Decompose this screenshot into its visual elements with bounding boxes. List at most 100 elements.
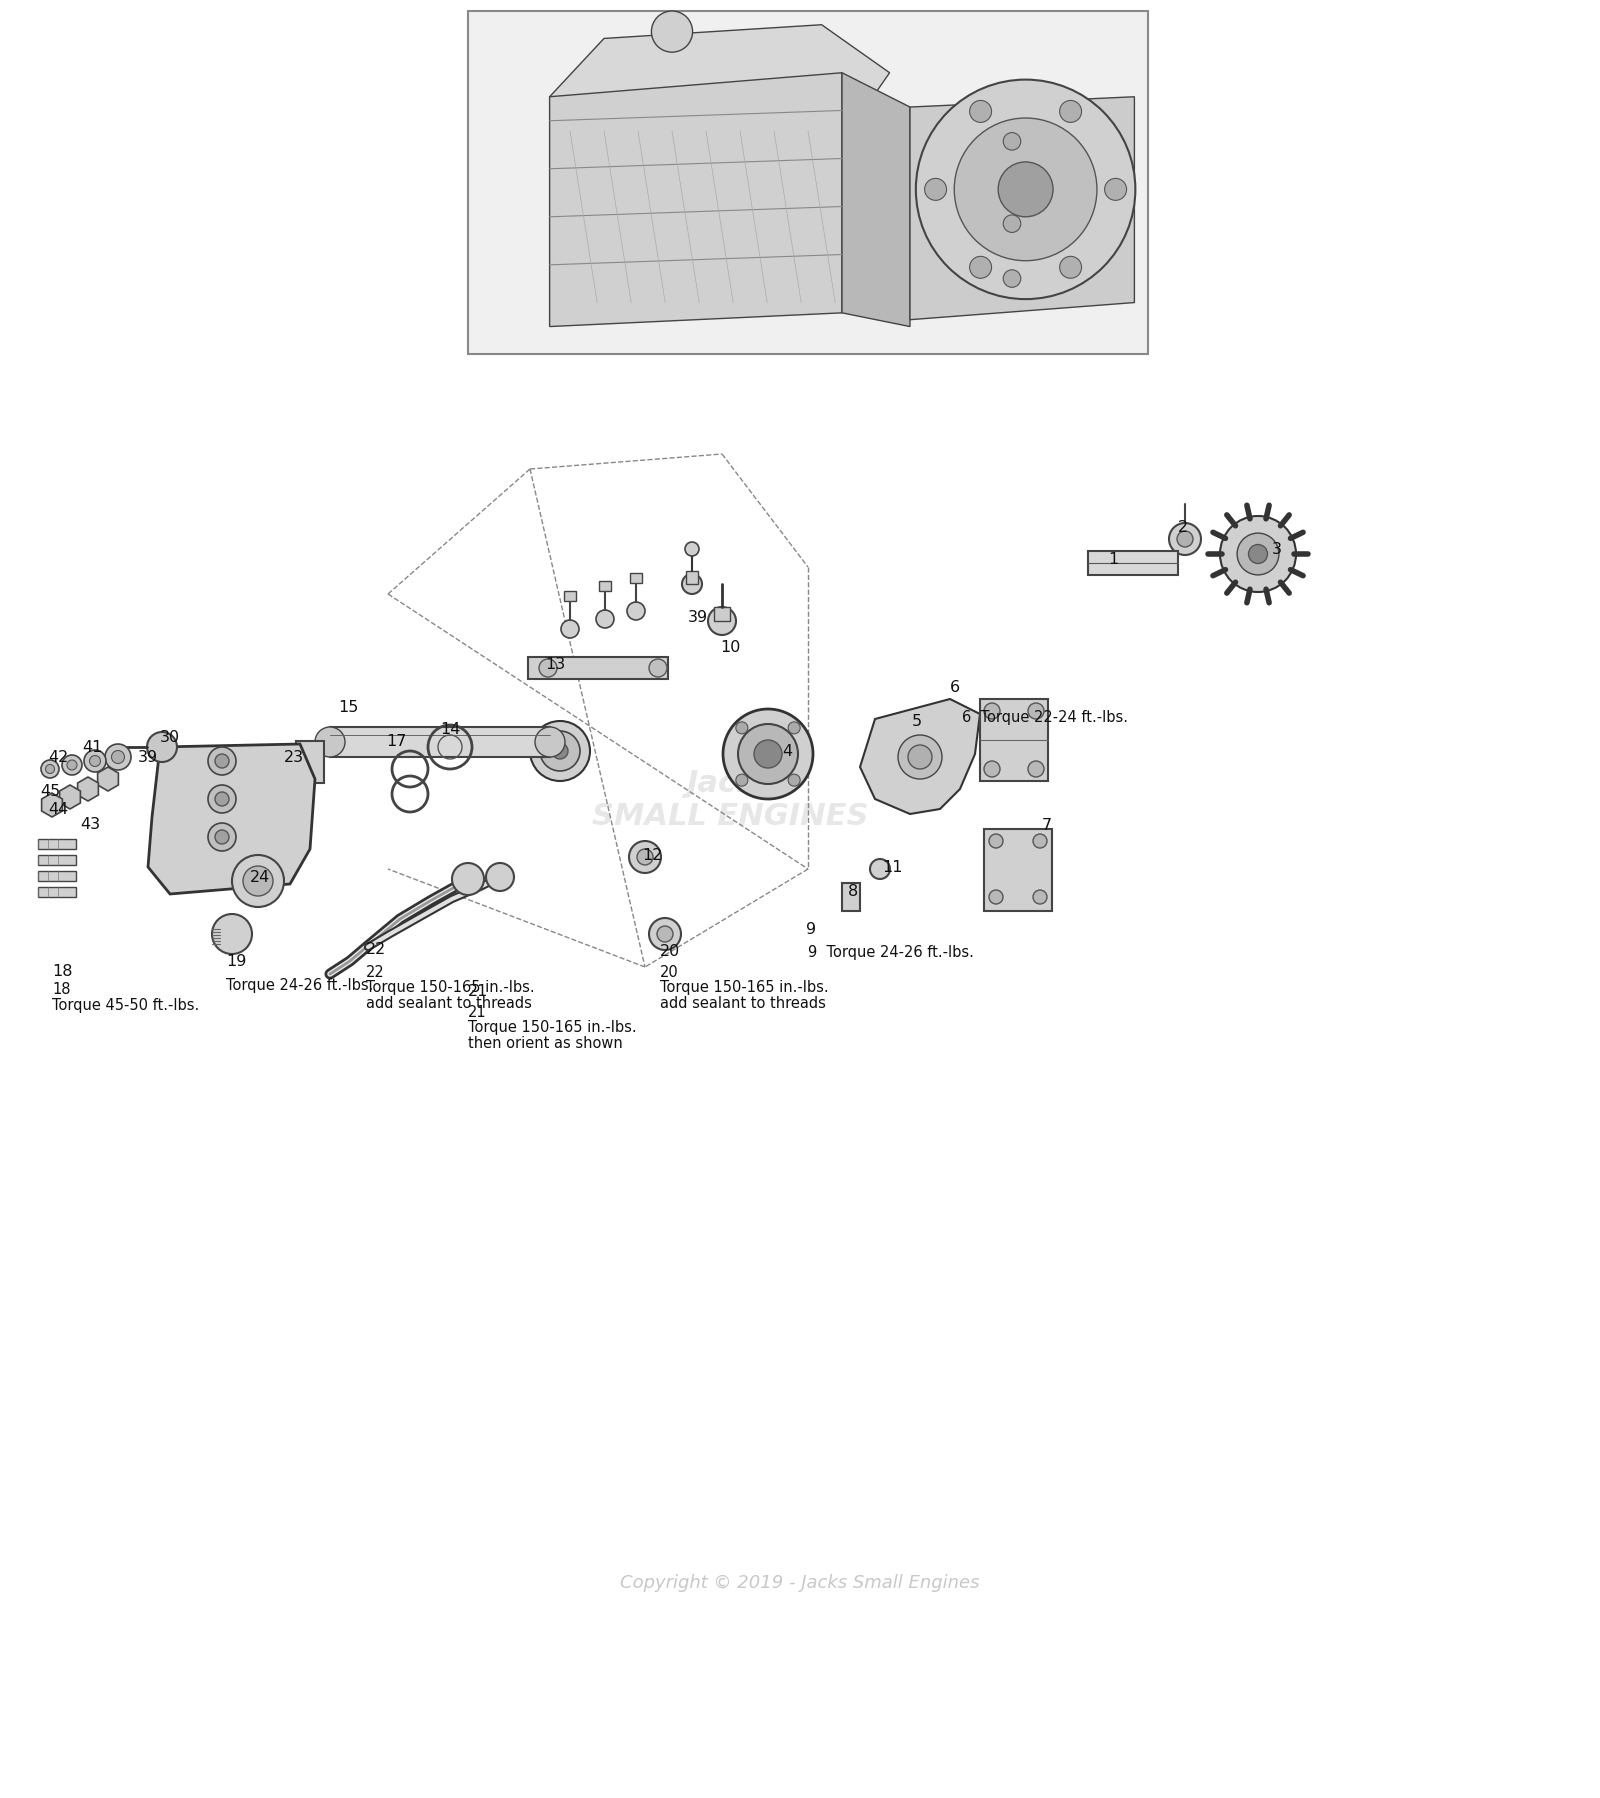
- Text: 22: 22: [366, 964, 384, 980]
- Circle shape: [1221, 516, 1296, 593]
- Text: 18: 18: [51, 982, 70, 996]
- Bar: [528, 658, 669, 680]
- Text: 44: 44: [48, 802, 69, 816]
- Text: 18: 18: [51, 964, 72, 978]
- Circle shape: [595, 611, 614, 629]
- Circle shape: [1178, 532, 1194, 548]
- Text: 2: 2: [1178, 520, 1189, 536]
- Circle shape: [232, 856, 285, 908]
- Circle shape: [112, 752, 125, 764]
- Polygon shape: [78, 777, 98, 802]
- Text: 17: 17: [386, 734, 406, 750]
- Circle shape: [789, 723, 800, 734]
- Circle shape: [658, 926, 674, 942]
- Text: 14: 14: [440, 723, 461, 737]
- Polygon shape: [618, 142, 842, 183]
- Bar: [714, 608, 730, 622]
- Polygon shape: [59, 786, 80, 809]
- Text: add sealant to threads: add sealant to threads: [661, 996, 826, 1010]
- Bar: [563, 592, 576, 602]
- Text: 24: 24: [250, 870, 270, 885]
- Text: 21: 21: [467, 984, 488, 1000]
- Text: 20: 20: [661, 964, 678, 980]
- Text: Torque 45-50 ft.-lbs.: Torque 45-50 ft.-lbs.: [51, 998, 200, 1012]
- Circle shape: [650, 919, 682, 951]
- Circle shape: [541, 732, 579, 771]
- Circle shape: [651, 13, 693, 54]
- Circle shape: [42, 761, 59, 779]
- Text: Copyright © 2019 - Jacks Small Engines: Copyright © 2019 - Jacks Small Engines: [621, 1573, 979, 1591]
- Circle shape: [1003, 216, 1021, 234]
- Polygon shape: [550, 74, 842, 327]
- Circle shape: [1003, 271, 1021, 288]
- Text: 9: 9: [806, 922, 816, 937]
- Bar: [842, 883, 861, 912]
- Circle shape: [1027, 703, 1043, 719]
- Circle shape: [243, 867, 274, 897]
- Circle shape: [1104, 180, 1126, 201]
- Circle shape: [211, 915, 253, 955]
- Circle shape: [736, 723, 747, 734]
- Bar: [979, 699, 1048, 782]
- Bar: [38, 856, 77, 865]
- Bar: [38, 872, 77, 881]
- Circle shape: [147, 732, 178, 762]
- Circle shape: [208, 786, 237, 813]
- Circle shape: [637, 849, 653, 865]
- Circle shape: [723, 710, 813, 800]
- Bar: [38, 888, 77, 897]
- Circle shape: [970, 257, 992, 279]
- Circle shape: [627, 602, 645, 620]
- Circle shape: [486, 863, 514, 892]
- Circle shape: [736, 775, 747, 788]
- Bar: [984, 829, 1053, 912]
- Circle shape: [1059, 257, 1082, 279]
- Circle shape: [1170, 523, 1202, 556]
- Circle shape: [909, 746, 931, 770]
- Bar: [330, 728, 550, 757]
- Text: 12: 12: [642, 849, 662, 863]
- Text: 45: 45: [40, 784, 61, 798]
- Text: 19: 19: [226, 955, 246, 969]
- Circle shape: [1034, 890, 1046, 904]
- Circle shape: [650, 660, 667, 678]
- Circle shape: [970, 101, 992, 124]
- Polygon shape: [910, 97, 1134, 320]
- Text: Torque 24-26 ft.-lbs.: Torque 24-26 ft.-lbs.: [226, 978, 373, 992]
- Text: 13: 13: [546, 656, 565, 672]
- Text: 43: 43: [80, 816, 101, 832]
- Text: 7: 7: [1042, 818, 1053, 832]
- Text: Torque 150-165 in.-lbs.: Torque 150-165 in.-lbs.: [661, 980, 829, 994]
- Text: Torque 150-165 in.-lbs.: Torque 150-165 in.-lbs.: [467, 1019, 637, 1034]
- Text: 10: 10: [720, 640, 741, 654]
- Circle shape: [1034, 834, 1046, 849]
- Bar: [598, 583, 611, 592]
- Polygon shape: [147, 744, 315, 894]
- Circle shape: [925, 180, 947, 201]
- Polygon shape: [98, 768, 118, 791]
- Bar: [630, 574, 642, 584]
- Polygon shape: [842, 74, 910, 327]
- Circle shape: [453, 863, 483, 895]
- Text: 8: 8: [848, 885, 858, 899]
- Circle shape: [707, 608, 736, 636]
- Circle shape: [214, 831, 229, 845]
- Circle shape: [552, 744, 568, 759]
- Circle shape: [45, 766, 54, 775]
- Circle shape: [208, 823, 237, 852]
- Circle shape: [530, 721, 590, 782]
- Text: 11: 11: [882, 859, 902, 876]
- Text: add sealant to threads: add sealant to threads: [366, 996, 531, 1010]
- Circle shape: [682, 575, 702, 595]
- Circle shape: [629, 841, 661, 874]
- Circle shape: [1059, 101, 1082, 124]
- Text: then orient as shown: then orient as shown: [467, 1036, 622, 1050]
- Text: 15: 15: [338, 699, 358, 716]
- Circle shape: [989, 834, 1003, 849]
- Circle shape: [214, 755, 229, 768]
- Text: 39: 39: [688, 610, 709, 626]
- Circle shape: [1237, 534, 1278, 575]
- Text: 6: 6: [950, 680, 960, 696]
- Text: 9  Torque 24-26 ft.-lbs.: 9 Torque 24-26 ft.-lbs.: [808, 944, 974, 960]
- Circle shape: [984, 703, 1000, 719]
